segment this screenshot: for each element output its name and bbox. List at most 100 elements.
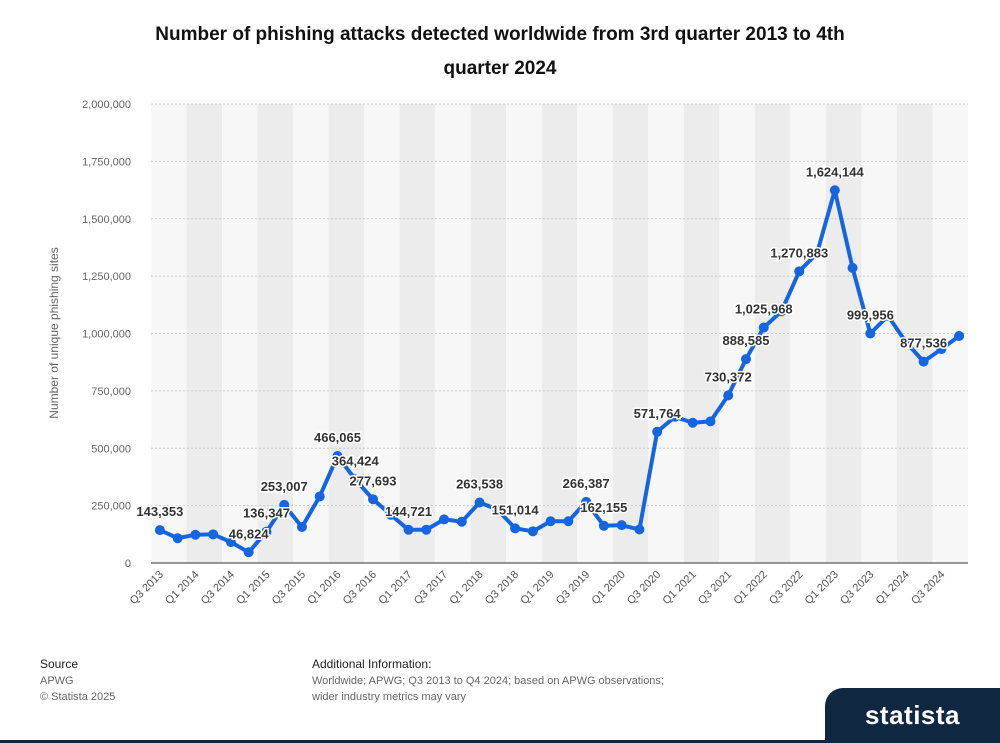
info-block: Additional Information: Worldwide; APWG;… bbox=[312, 656, 732, 705]
x-tick-label: Q3 2016 bbox=[341, 569, 379, 607]
y-tick-label: 1,750,000 bbox=[82, 156, 131, 168]
x-tick-label: Q1 2024 bbox=[874, 569, 912, 607]
point bbox=[421, 524, 432, 535]
source-block: Source APWG © Statista 2025 bbox=[40, 656, 115, 705]
point bbox=[634, 524, 645, 535]
y-tick-label: 250,000 bbox=[91, 501, 131, 513]
x-tick-label: Q1 2022 bbox=[732, 569, 770, 607]
data-label: 571,764 bbox=[634, 406, 682, 421]
point bbox=[545, 516, 556, 527]
copyright: © Statista 2025 bbox=[40, 691, 116, 703]
data-label: 144,721 bbox=[385, 504, 432, 519]
info-text: Worldwide; APWG; Q3 2013 to Q4 2024; bas… bbox=[312, 675, 664, 687]
point bbox=[510, 523, 521, 534]
data-label: 888,585 bbox=[722, 333, 769, 348]
category-band bbox=[364, 104, 400, 563]
data-label: 136,347 bbox=[243, 506, 290, 521]
data-label: 999,956 bbox=[847, 308, 894, 323]
point bbox=[439, 514, 450, 525]
point bbox=[883, 310, 894, 321]
point bbox=[758, 322, 769, 333]
data-label: 364,424 bbox=[332, 453, 380, 468]
data-label: 143,353 bbox=[136, 504, 183, 519]
point bbox=[172, 533, 183, 544]
y-tick-label: 750,000 bbox=[91, 386, 131, 398]
x-tick-label: Q3 2015 bbox=[270, 569, 308, 607]
point bbox=[918, 356, 929, 367]
point bbox=[474, 497, 485, 508]
point bbox=[314, 491, 325, 502]
x-tick-label: Q3 2024 bbox=[909, 569, 947, 607]
point bbox=[492, 504, 503, 515]
point bbox=[598, 520, 609, 531]
logo-text: statista bbox=[864, 700, 961, 730]
point bbox=[279, 499, 290, 510]
x-tick-label: Q1 2019 bbox=[518, 569, 556, 607]
logo: statista bbox=[825, 688, 1000, 743]
x-tick-label: Q3 2019 bbox=[554, 569, 592, 607]
point bbox=[456, 516, 467, 527]
y-tick-label: 1,000,000 bbox=[82, 329, 131, 341]
y-tick-label: 2,000,000 bbox=[82, 99, 131, 111]
point bbox=[616, 520, 627, 531]
point bbox=[527, 526, 538, 537]
category-band bbox=[399, 104, 436, 563]
point bbox=[154, 525, 165, 536]
info-text: wider industry metrics may vary bbox=[312, 691, 467, 703]
point bbox=[385, 509, 396, 520]
point bbox=[954, 331, 965, 342]
x-tick-label: Q3 2023 bbox=[838, 569, 876, 607]
point bbox=[865, 328, 876, 339]
data-label: 151,014 bbox=[492, 502, 540, 517]
point bbox=[794, 266, 805, 277]
point bbox=[225, 537, 236, 548]
point bbox=[208, 529, 219, 540]
x-tick-label: Q3 2022 bbox=[767, 569, 805, 607]
data-label: 46,824 bbox=[229, 526, 270, 541]
x-tick-label: Q3 2018 bbox=[483, 569, 521, 607]
x-tick-label: Q1 2021 bbox=[661, 569, 699, 607]
data-label: 1,270,883 bbox=[770, 245, 828, 260]
data-label: 877,536 bbox=[900, 336, 947, 351]
x-tick-label: Q3 2020 bbox=[625, 569, 663, 607]
data-label: 1,025,968 bbox=[735, 302, 793, 317]
y-tick-label: 500,000 bbox=[91, 443, 131, 455]
data-label: 266,387 bbox=[563, 476, 610, 491]
chart: Number of phishing attacks detected worl… bbox=[47, 24, 968, 607]
data-label: 730,372 bbox=[705, 369, 752, 384]
x-tick-label: Q1 2023 bbox=[803, 569, 841, 607]
chart-title: quarter 2024 bbox=[443, 58, 556, 79]
y-tick-label: 1,250,000 bbox=[82, 271, 131, 283]
point bbox=[190, 529, 201, 540]
point bbox=[687, 417, 698, 428]
point bbox=[900, 336, 911, 347]
category-band bbox=[683, 104, 720, 563]
y-tick-label: 0 bbox=[125, 558, 131, 570]
point bbox=[581, 496, 592, 507]
y-axis-label: Number of unique phishing sites bbox=[47, 247, 61, 418]
point bbox=[403, 524, 414, 535]
source-text: APWG bbox=[40, 675, 74, 687]
point bbox=[243, 547, 254, 558]
x-tick-label: Q1 2018 bbox=[447, 569, 485, 607]
x-tick-label: Q1 2014 bbox=[163, 569, 201, 607]
point bbox=[261, 526, 272, 537]
data-label: 162,155 bbox=[580, 500, 627, 515]
point bbox=[669, 411, 680, 422]
category-band bbox=[896, 104, 933, 563]
source-heading: Source bbox=[40, 657, 79, 671]
point bbox=[812, 248, 823, 259]
point bbox=[563, 516, 574, 527]
data-label: 263,538 bbox=[456, 477, 503, 492]
point bbox=[296, 521, 307, 532]
x-tick-label: Q1 2017 bbox=[376, 569, 414, 607]
x-tick-label: Q3 2021 bbox=[696, 569, 734, 607]
point bbox=[350, 474, 361, 485]
data-label: 1,624,144 bbox=[806, 164, 865, 179]
point bbox=[936, 344, 947, 355]
point bbox=[368, 494, 379, 505]
data-label: 253,007 bbox=[261, 479, 308, 494]
point bbox=[847, 262, 858, 273]
point bbox=[723, 390, 734, 401]
